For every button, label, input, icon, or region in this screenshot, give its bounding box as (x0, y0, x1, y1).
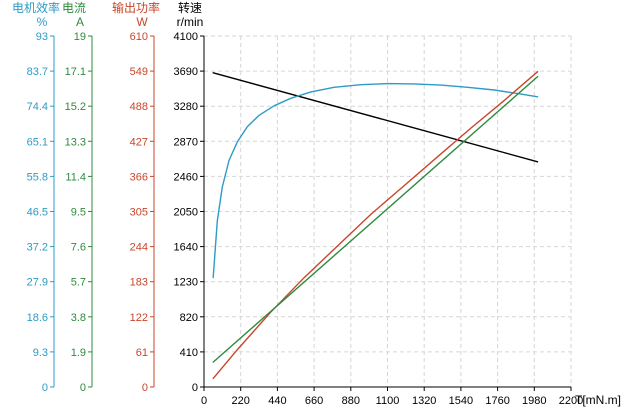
power-tick-label: 427 (130, 136, 148, 148)
x-tick-label: 880 (342, 395, 360, 407)
current-tick-label: 3.8 (71, 312, 86, 324)
efficiency-axis-unit: % (37, 15, 48, 29)
efficiency-tick-label: 74.4 (27, 101, 48, 113)
x-tick-label: 1760 (485, 395, 509, 407)
power-tick-label: 0 (142, 382, 148, 394)
series-layer (212, 70, 539, 380)
speed-tick-label: 2050 (174, 207, 198, 219)
speed-tick-label: 3690 (174, 66, 198, 78)
efficiency-tick-label: 83.7 (27, 66, 48, 78)
power-tick-label: 122 (130, 312, 148, 324)
efficiency-tick-label: 0 (42, 382, 48, 394)
power-tick-label: 610 (130, 31, 148, 43)
current-axis-title: 电流 (62, 1, 86, 15)
current-tick-label: 19 (74, 31, 86, 43)
current-tick-label: 7.6 (71, 242, 86, 254)
x-tick-label: 1540 (449, 395, 473, 407)
speed-axis-unit: r/min (177, 15, 204, 29)
x-tick-label: 440 (268, 395, 286, 407)
efficiency-tick-label: 93 (36, 31, 48, 43)
left-axes: 0 9.3 18.6 27.9 37.2 46.5 55.8 65.1 74.4 83.7 93 电机… (12, 0, 205, 394)
current-tick-label: 5.7 (71, 277, 86, 289)
current-tick-label: 9.5 (71, 207, 86, 219)
speed-tick-label: 410 (180, 347, 198, 359)
x-tick-label: 1980 (522, 395, 546, 407)
x-tick-label: 1320 (412, 395, 436, 407)
power-series-line (212, 70, 539, 380)
x-tick-label: 220 (232, 395, 250, 407)
speed-tick-label: 0 (192, 382, 198, 394)
speed-tick-label: 2870 (174, 136, 198, 148)
power-tick-label: 366 (130, 171, 148, 183)
power-tick-label: 244 (130, 242, 148, 254)
efficiency-tick-label: 27.9 (27, 277, 48, 289)
efficiency-axis-title: 电机效率 (12, 0, 60, 15)
efficiency-tick-label: 9.3 (33, 347, 48, 359)
x-tick-label: 2200 (559, 395, 583, 407)
x-axis-title: T[mN.m] (575, 393, 621, 407)
x-tick-label: 1100 (376, 395, 400, 407)
x-tick-label: 660 (305, 395, 323, 407)
current-tick-label: 0 (80, 382, 86, 394)
power-axis-unit: W (136, 15, 148, 29)
speed-tick-label: 3280 (174, 101, 198, 113)
speed-tick-label: 1230 (174, 277, 198, 289)
power-tick-label: 183 (130, 277, 148, 289)
current-tick-label: 17.1 (65, 66, 86, 78)
current-tick-label: 1.9 (71, 347, 86, 359)
efficiency-tick-label: 65.1 (27, 136, 48, 148)
speed-tick-label: 2460 (174, 171, 198, 183)
efficiency-tick-label: 55.8 (27, 171, 48, 183)
speed-tick-label: 820 (180, 312, 198, 324)
efficiency-tick-label: 37.2 (27, 242, 48, 254)
plot-grid (204, 35, 572, 387)
power-tick-label: 488 (130, 101, 148, 113)
efficiency-tick-label: 18.6 (27, 312, 48, 324)
power-axis-title: 输出功率 (112, 0, 160, 15)
speed-tick-label: 4100 (174, 31, 198, 43)
power-tick-label: 305 (130, 207, 148, 219)
power-tick-label: 61 (136, 347, 148, 359)
current-series-line (212, 75, 539, 363)
speed-series-line (212, 72, 539, 163)
current-tick-label: 15.2 (65, 101, 86, 113)
power-tick-label: 549 (130, 66, 148, 78)
efficiency-series-line (212, 82, 539, 279)
efficiency-tick-label: 46.5 (27, 207, 48, 219)
speed-tick-label: 1640 (174, 242, 198, 254)
current-tick-label: 13.3 (65, 136, 86, 148)
x-tick-label: 0 (201, 395, 207, 407)
speed-axis-title: 转速 (178, 0, 202, 15)
current-axis-unit: A (76, 15, 84, 29)
current-tick-label: 11.4 (65, 171, 86, 183)
x-axis: 0 220 440 660 880 1100 1320 1540 1760 1980 2200T[m… (201, 386, 621, 407)
